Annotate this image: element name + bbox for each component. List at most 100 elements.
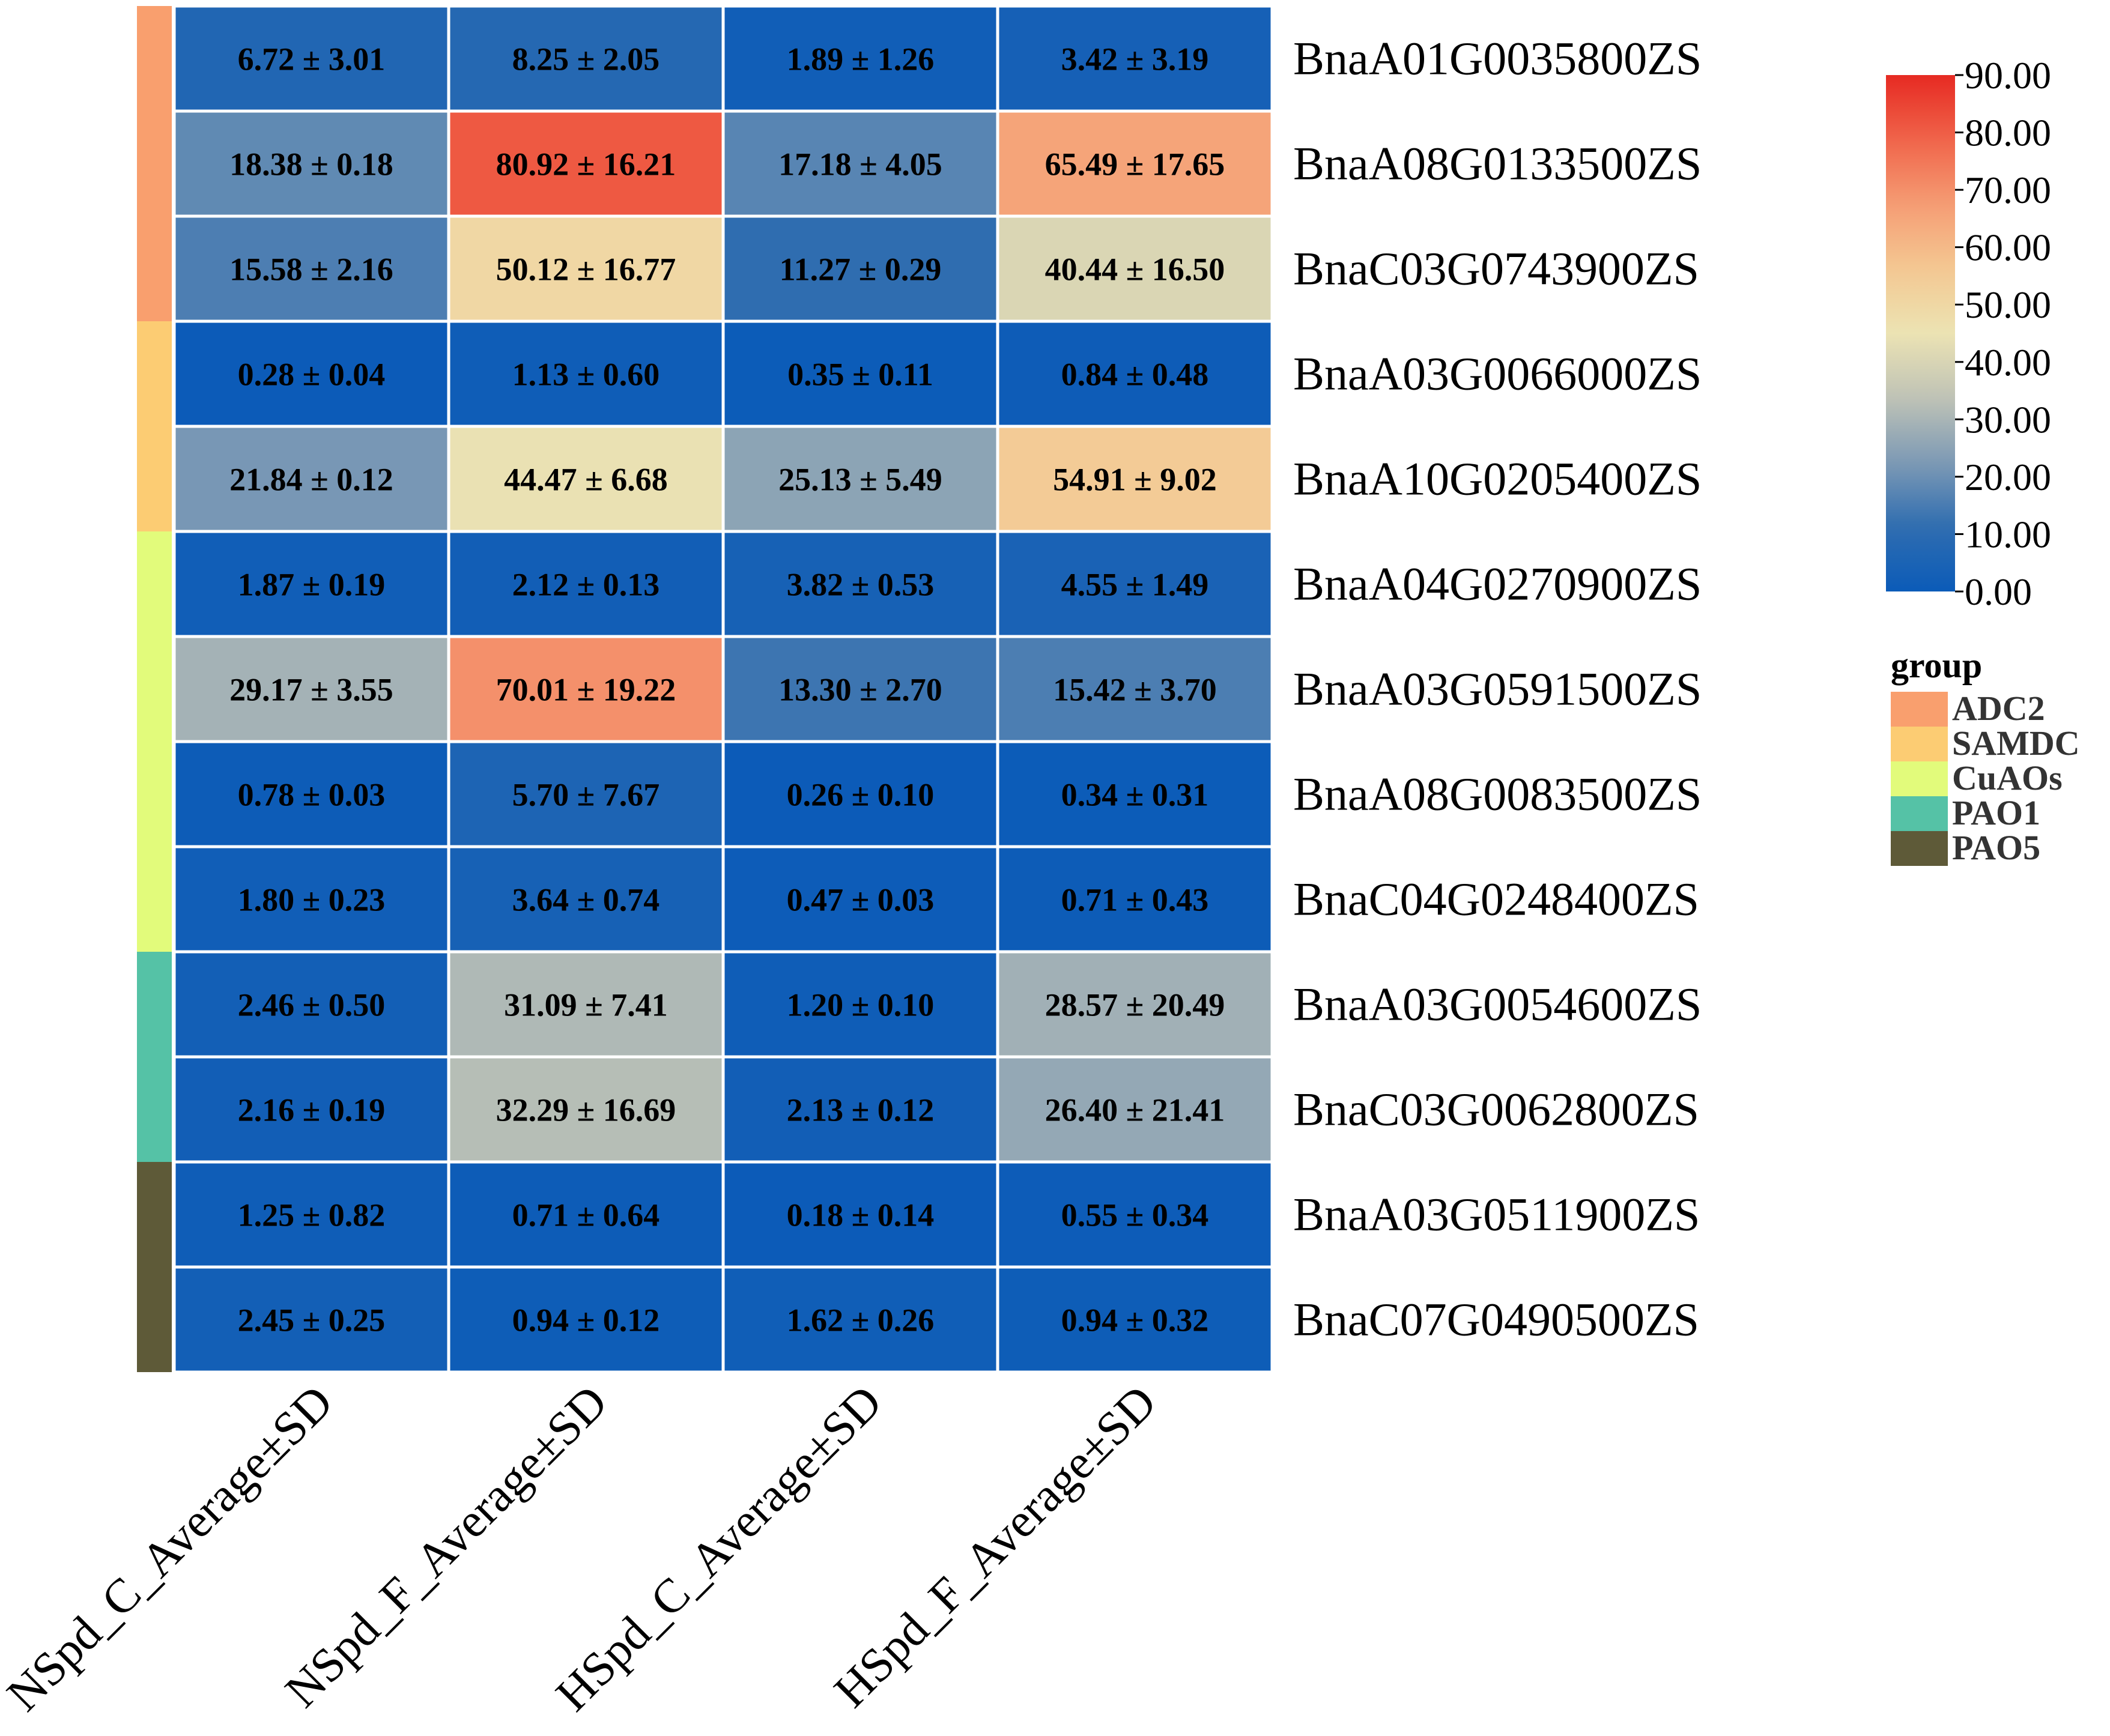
group-bar-segment (137, 742, 172, 847)
legend-swatch (1891, 692, 1948, 727)
group-bar-segment (137, 1057, 172, 1162)
cell-value-label: 29.17 ± 3.55 (229, 672, 393, 708)
cell-value-label: 28.57 ± 20.49 (1045, 987, 1225, 1023)
cell-value-label: 3.64 ± 0.74 (512, 882, 660, 918)
legend-swatch (1891, 761, 1948, 796)
heatmap-cell (721, 1055, 999, 1164)
gene-label: BnaC07G0490500ZS (1293, 1293, 1699, 1346)
group-bar-segment (137, 847, 172, 952)
gene-label: BnaA03G0054600ZS (1293, 978, 1702, 1030)
cell-value-label: 18.38 ± 0.18 (229, 147, 393, 183)
heatmap-cell (447, 530, 725, 638)
gene-label: BnaA08G0133500ZS (1293, 138, 1702, 190)
cell-value-label: 50.12 ± 16.77 (496, 252, 676, 288)
cell-value-label: 80.92 ± 16.21 (496, 147, 676, 183)
gene-label: BnaA08G0083500ZS (1293, 768, 1702, 820)
heatmap-cell (172, 950, 450, 1059)
heatmap-cell (447, 214, 725, 323)
heatmap-cell (996, 319, 1274, 428)
color-scale-tick-label: 50.00 (1965, 283, 2051, 326)
color-scale-legend: 0.00 10.00 20.00 30.00 40.00 50.00 60.00 70.00 8… (1886, 54, 2051, 613)
gene-labels: BnaA01G0035800ZS BnaA08G0133500ZS BnaC03G0… (1293, 32, 1702, 1346)
heatmap-cell (172, 425, 450, 533)
heatmap-cell (996, 1265, 1274, 1374)
gene-label: BnaA04G0270900ZS (1293, 558, 1702, 610)
group-bar-segment (137, 111, 172, 216)
cell-value-label: 2.12 ± 0.13 (512, 567, 660, 603)
heatmap-cell (996, 425, 1274, 533)
legend-label: PAO1 (1952, 793, 2040, 832)
legend-label: ADC2 (1952, 689, 2045, 728)
cell-value-label: 21.84 ± 0.12 (229, 462, 393, 498)
heatmap-cell (721, 1160, 999, 1269)
heatmap-cell (721, 425, 999, 533)
cell-value-label: 6.72 ± 3.01 (238, 41, 386, 77)
heatmap-cell (996, 1055, 1274, 1164)
legend-swatch (1891, 831, 1948, 866)
color-scale-tick-label: 40.00 (1965, 341, 2051, 384)
group-bar-segment (137, 6, 172, 111)
color-scale-tick-label: 30.00 (1965, 398, 2051, 441)
cell-value-label: 0.28 ± 0.04 (238, 357, 386, 393)
heatmap-cell (996, 214, 1274, 323)
cell-value-label: 11.27 ± 0.29 (780, 252, 942, 288)
heatmap-cell (996, 1160, 1274, 1269)
heatmap-cell (172, 4, 450, 113)
color-scale-tick-label: 20.00 (1965, 456, 2051, 498)
cell-value-label: 1.13 ± 0.60 (512, 357, 660, 393)
heatmap-cell (172, 740, 450, 848)
legend-label: SAMDC (1952, 724, 2080, 763)
heatmap-cell (447, 1160, 725, 1269)
cell-value-label: 2.45 ± 0.25 (238, 1302, 386, 1338)
heatmap-cell (447, 1055, 725, 1164)
legend-title: group (1891, 646, 1982, 685)
group-bar-segment (137, 216, 172, 321)
cell-value-label: 1.20 ± 0.10 (787, 987, 935, 1023)
color-scale-tick-label: 80.00 (1965, 112, 2051, 154)
cell-value-label: 0.71 ± 0.43 (1061, 882, 1209, 918)
heatmap-cell (447, 319, 725, 428)
color-scale-bar (1886, 75, 1955, 591)
gene-label: BnaA03G0066000ZS (1293, 348, 1702, 400)
heatmap-cell (172, 1160, 450, 1269)
cell-value-label: 1.80 ± 0.23 (238, 882, 386, 918)
heatmap-cell (996, 530, 1274, 638)
cell-value-label: 15.42 ± 3.70 (1053, 672, 1217, 708)
heatmap-cell (172, 1265, 450, 1374)
cell-value-label: 44.47 ± 6.68 (504, 462, 668, 498)
group-bar-segment (137, 1162, 172, 1267)
heatmap-cell (721, 635, 999, 743)
heatmap-cell (721, 4, 999, 113)
gene-label: BnaA10G0205400ZS (1293, 453, 1702, 505)
heatmap-cell (447, 1265, 725, 1374)
heatmap-cell (721, 950, 999, 1059)
cell-value-label: 31.09 ± 7.41 (504, 987, 668, 1023)
cell-value-label: 40.44 ± 16.50 (1045, 252, 1225, 288)
heatmap-cell (447, 109, 725, 218)
group-bar-segment (137, 426, 172, 531)
color-scale-tick-label: 10.00 (1965, 513, 2051, 555)
cell-value-label: 54.91 ± 9.02 (1053, 462, 1217, 498)
legend-swatch (1891, 796, 1948, 831)
cell-value-label: 4.55 ± 1.49 (1061, 567, 1209, 603)
heatmap-cell (721, 1265, 999, 1374)
gene-label: BnaC03G0743900ZS (1293, 243, 1699, 295)
cell-value-label: 3.82 ± 0.53 (787, 567, 935, 603)
cell-value-label: 1.89 ± 1.26 (787, 41, 935, 77)
cell-value-label: 0.94 ± 0.12 (512, 1302, 660, 1338)
cell-value-label: 3.42 ± 3.19 (1061, 41, 1209, 77)
gene-label: BnaA01G0035800ZS (1293, 32, 1702, 85)
cell-value-label: 2.46 ± 0.50 (238, 987, 386, 1023)
group-bar-segment (137, 531, 172, 637)
gene-label: BnaC03G0062800ZS (1293, 1083, 1699, 1136)
cell-value-label: 2.13 ± 0.12 (787, 1092, 935, 1128)
legend-label: PAO5 (1952, 828, 2040, 867)
cell-value-label: 0.84 ± 0.48 (1061, 357, 1209, 393)
legend-label: CuAOs (1952, 758, 2063, 797)
cell-value-label: 26.40 ± 21.41 (1045, 1092, 1225, 1128)
color-scale-tick-label: 90.00 (1965, 54, 2051, 97)
heatmap-cell (996, 950, 1274, 1059)
cell-value-label: 2.16 ± 0.19 (238, 1092, 386, 1128)
cell-value-label: 15.58 ± 2.16 (229, 252, 393, 288)
